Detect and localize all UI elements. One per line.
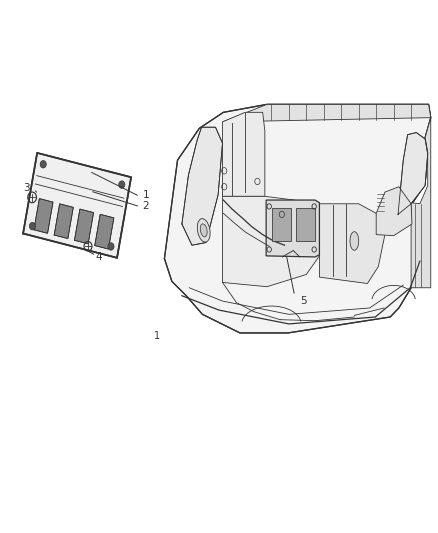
Circle shape bbox=[108, 243, 114, 250]
Text: 2: 2 bbox=[143, 201, 149, 211]
Text: 5: 5 bbox=[300, 296, 307, 306]
Polygon shape bbox=[223, 112, 265, 196]
Text: 3: 3 bbox=[23, 183, 30, 193]
Ellipse shape bbox=[200, 224, 207, 237]
Polygon shape bbox=[319, 204, 385, 284]
Ellipse shape bbox=[350, 232, 359, 251]
Polygon shape bbox=[411, 118, 431, 288]
Text: 1: 1 bbox=[143, 190, 149, 200]
Polygon shape bbox=[296, 208, 314, 241]
Polygon shape bbox=[23, 153, 131, 258]
Polygon shape bbox=[74, 209, 94, 244]
Circle shape bbox=[119, 181, 125, 188]
Ellipse shape bbox=[197, 219, 210, 242]
Circle shape bbox=[40, 160, 46, 168]
Text: 4: 4 bbox=[96, 252, 102, 262]
Polygon shape bbox=[266, 200, 319, 257]
Polygon shape bbox=[182, 127, 223, 245]
Polygon shape bbox=[95, 214, 114, 249]
Circle shape bbox=[29, 222, 35, 230]
Polygon shape bbox=[223, 104, 431, 122]
Text: 1: 1 bbox=[154, 330, 160, 341]
Polygon shape bbox=[398, 133, 427, 214]
Polygon shape bbox=[164, 104, 431, 333]
Polygon shape bbox=[54, 204, 73, 239]
Polygon shape bbox=[376, 187, 412, 236]
Polygon shape bbox=[34, 199, 53, 233]
Polygon shape bbox=[223, 196, 319, 287]
Polygon shape bbox=[272, 208, 290, 241]
